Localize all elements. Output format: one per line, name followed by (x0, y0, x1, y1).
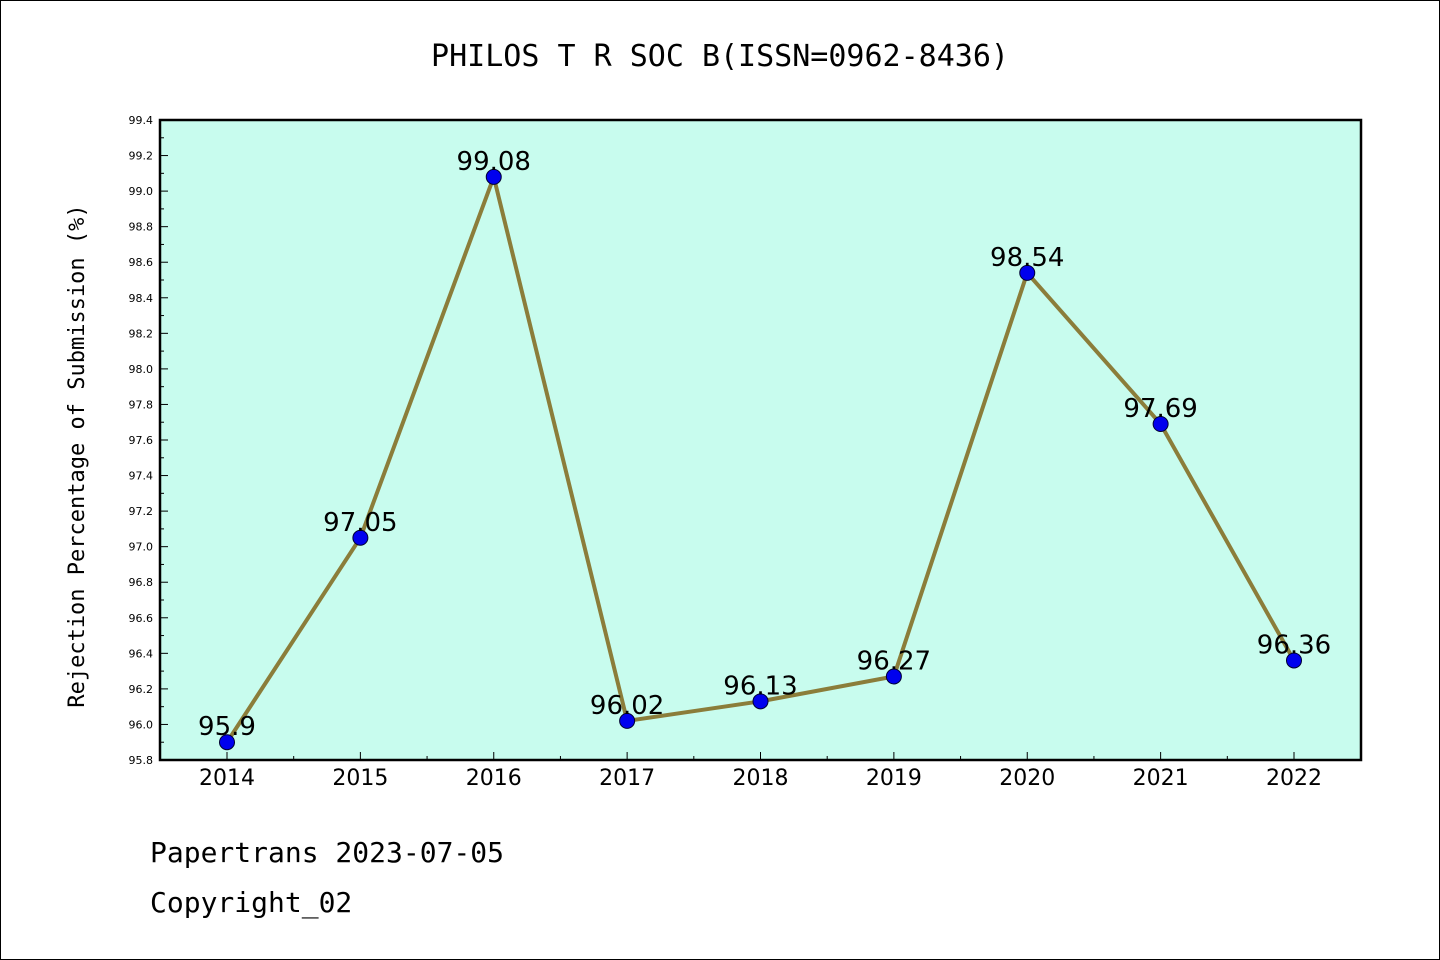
data-label: 96.36 (1257, 630, 1331, 660)
y-tick-label: 98.0 (129, 363, 154, 376)
y-axis-label: Rejection Percentage of Submission (%) (65, 204, 90, 707)
x-axis: 2014 2015 2016 2017 2018 2019 2020 2021 2022 (199, 752, 1322, 791)
data-point (1152, 416, 1169, 432)
data-point (485, 168, 502, 185)
data-label: 96.02 (590, 691, 664, 721)
y-tick-label: 98.8 (129, 221, 154, 234)
data-point (885, 668, 902, 685)
data-label: 96.13 (723, 671, 797, 701)
y-tick-label: 96.4 (129, 647, 154, 660)
x-tick-label: 2017 (599, 766, 655, 791)
footer-copyright: Copyright_02 (150, 886, 353, 919)
data-label: 97.69 (1123, 394, 1197, 424)
data-point (219, 734, 235, 751)
x-tick-label: 2018 (733, 766, 789, 791)
y-tick-label: 99.0 (129, 185, 154, 198)
data-point (1286, 652, 1302, 669)
y-tick-label: 96.6 (129, 612, 154, 625)
y-tick-label: 96.2 (129, 683, 154, 696)
y-tick-label: 99.4 (129, 114, 154, 127)
y-tick-label: 98.6 (129, 256, 154, 269)
x-tick-label: 2019 (866, 766, 922, 791)
x-tick-label: 2020 (999, 766, 1055, 791)
plot-area (158, 118, 1363, 762)
data-label: 95.9 (198, 712, 256, 742)
x-tick-label: 2022 (1266, 766, 1322, 791)
chart-title: PHILOS T R SOC B(ISSN=0962-8436) (431, 39, 1009, 74)
data-label: 96.27 (857, 646, 931, 676)
y-tick-label: 99.2 (129, 150, 154, 163)
x-tick-label: 2014 (199, 766, 255, 791)
y-tick-label: 97.2 (129, 505, 154, 518)
data-label: 98.54 (990, 243, 1064, 273)
data-label: 99.08 (457, 147, 531, 177)
data-point (619, 712, 636, 729)
y-tick-label: 97.6 (129, 434, 154, 447)
footer-date: Papertrans 2023-07-05 (150, 836, 505, 869)
y-tick-label: 97.4 (129, 470, 154, 483)
y-tick-label: 97.0 (129, 541, 154, 554)
x-tick-label: 2015 (332, 766, 388, 791)
data-point (352, 529, 369, 546)
y-tick-label: 95.8 (129, 754, 154, 767)
x-tick-label: 2021 (1133, 766, 1189, 791)
data-label: 97.05 (323, 508, 397, 538)
data-point (1019, 264, 1036, 281)
y-tick-label: 98.2 (129, 327, 154, 340)
y-axis: 95.8 96.0 96.2 96.4 96.6 96.8 97.0 97.2 97.4 97.6… (129, 114, 168, 767)
y-tick-label: 98.4 (129, 292, 154, 305)
x-tick-label: 2016 (466, 766, 522, 791)
data-point (752, 693, 769, 710)
y-tick-label: 97.8 (129, 398, 154, 411)
y-tick-label: 96.8 (129, 576, 154, 589)
y-tick-label: 96.0 (129, 718, 154, 731)
series-line: 95.9 97.05 99.08 96.02 96.13 96.27 98.54 97.69 9… (198, 147, 1331, 751)
